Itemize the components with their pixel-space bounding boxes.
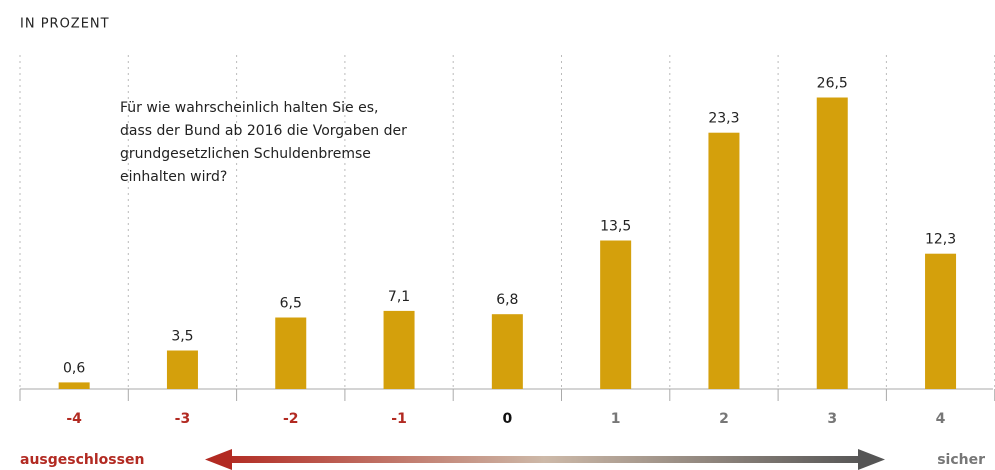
bar	[275, 317, 307, 389]
bar	[816, 97, 848, 389]
scale-start-label: ausgeschlossen	[20, 452, 144, 468]
value-label: 6,5	[280, 296, 302, 312]
x-tick-label: -3	[175, 411, 191, 427]
value-label: 7,1	[388, 289, 410, 305]
bar	[925, 253, 957, 389]
x-tick-label: 2	[719, 411, 729, 427]
annotation-line: dass der Bund ab 2016 die Vorgaben der	[120, 123, 407, 139]
x-tick-label: -2	[283, 411, 299, 427]
subtitle: IN PROZENT	[20, 17, 110, 32]
x-tick-label: 1	[611, 411, 621, 427]
bar	[600, 240, 632, 389]
bar	[166, 350, 198, 389]
value-label: 0,6	[63, 360, 85, 376]
value-label: 12,3	[925, 232, 956, 248]
scale-arrow	[205, 449, 885, 470]
value-label: 23,3	[708, 111, 739, 127]
value-label: 26,5	[817, 76, 848, 92]
value-label: 13,5	[600, 219, 631, 235]
bar	[383, 310, 415, 389]
bar	[708, 132, 740, 389]
bar	[491, 314, 523, 389]
annotation-line: Für wie wahrscheinlich halten Sie es,	[120, 100, 378, 116]
x-tick-label: 0	[502, 411, 512, 427]
scale-end-label: sicher	[937, 452, 985, 468]
x-tick-label: 3	[827, 411, 837, 427]
x-tick-label: 4	[936, 411, 946, 427]
value-label: 3,5	[171, 329, 193, 345]
bar	[58, 382, 90, 389]
annotation-line: grundgesetzlichen Schuldenbremse	[120, 146, 371, 162]
annotation-line: einhalten wird?	[120, 169, 227, 185]
value-label: 6,8	[496, 292, 518, 308]
x-tick-label: -1	[391, 411, 407, 427]
x-tick-label: -4	[66, 411, 82, 427]
